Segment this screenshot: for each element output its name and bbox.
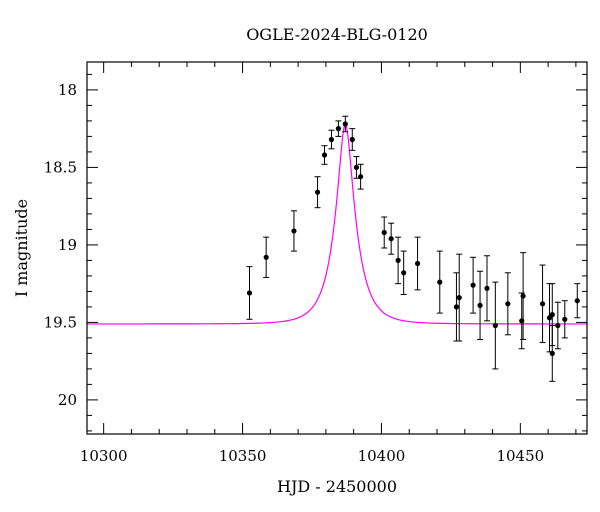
data-point <box>395 236 402 285</box>
data-marker <box>395 257 401 263</box>
x-tick-label: 10400 <box>358 447 406 465</box>
x-tick-label: 10300 <box>80 447 128 465</box>
model-curve <box>87 122 587 325</box>
data-marker <box>358 174 364 180</box>
data-point <box>590 288 596 325</box>
data-point <box>484 255 490 322</box>
data-marker <box>263 254 269 260</box>
data-point <box>353 156 360 179</box>
data-marker <box>492 322 498 329</box>
data-marker <box>453 304 460 310</box>
data-point <box>290 210 297 252</box>
data-point <box>400 250 407 295</box>
data-marker <box>349 136 355 143</box>
data-marker <box>381 229 387 236</box>
y-tick-label: 20 <box>58 391 77 409</box>
data-point <box>342 115 349 133</box>
plot-frame <box>86 61 588 435</box>
data-marker <box>456 295 462 301</box>
data-point <box>357 163 364 190</box>
data-point <box>561 300 568 339</box>
data-marker <box>353 164 360 170</box>
data-point <box>263 236 270 278</box>
data-marker <box>314 189 321 195</box>
data-point <box>546 283 553 353</box>
data-point <box>520 252 527 340</box>
data-point <box>381 216 388 249</box>
data-point <box>539 264 546 344</box>
axis-ticks: 10300 10350 10400 10450 18 18.5 19 19.5 20 <box>44 62 587 465</box>
data-marker <box>562 316 568 322</box>
data-point <box>477 270 484 340</box>
data-point <box>453 272 460 342</box>
data-marker <box>470 282 476 288</box>
data-point <box>335 120 342 137</box>
data-marker <box>321 152 328 158</box>
chart-title: OGLE-2024-BLG-0120 <box>246 25 428 44</box>
data-marker <box>414 260 421 267</box>
data-point <box>554 301 561 350</box>
data-point <box>321 145 328 165</box>
data-marker <box>574 298 580 304</box>
data-point <box>246 266 253 320</box>
data-marker <box>335 126 341 132</box>
y-tick-label: 19 <box>58 236 77 254</box>
x-tick-label: 10350 <box>219 447 267 465</box>
data-point <box>328 129 335 150</box>
data-point <box>349 128 356 151</box>
data-marker <box>505 301 511 307</box>
data-point <box>549 325 556 382</box>
data-marker <box>590 304 595 309</box>
data-point <box>518 292 525 350</box>
data-marker <box>388 236 394 242</box>
data-marker <box>437 279 443 285</box>
data-marker <box>401 270 407 276</box>
data-point <box>388 222 395 255</box>
data-point <box>574 283 581 319</box>
data-marker <box>549 350 555 356</box>
data-point <box>414 236 421 291</box>
data-marker <box>549 312 555 318</box>
y-tick-label: 19.5 <box>44 313 77 331</box>
data-point <box>504 272 511 336</box>
data-marker <box>539 301 546 307</box>
data-marker <box>342 121 348 127</box>
data-marker <box>555 322 561 329</box>
x-tick-label: 10450 <box>496 447 544 465</box>
x-axis-label: HJD - 2450000 <box>277 477 397 496</box>
data-marker <box>328 136 335 143</box>
data-point <box>456 253 463 342</box>
plot-area <box>87 115 596 382</box>
data-marker <box>520 293 526 299</box>
y-tick-label: 18 <box>58 81 77 99</box>
data-point <box>314 176 321 209</box>
data-marker <box>291 228 297 234</box>
data-marker <box>477 302 483 308</box>
data-marker <box>484 285 490 291</box>
data-point <box>436 250 443 314</box>
data-point <box>492 281 499 370</box>
y-axis-label: I magnitude <box>12 199 31 297</box>
data-point <box>470 256 477 314</box>
data-marker <box>246 290 253 296</box>
y-tick-label: 18.5 <box>44 158 77 176</box>
